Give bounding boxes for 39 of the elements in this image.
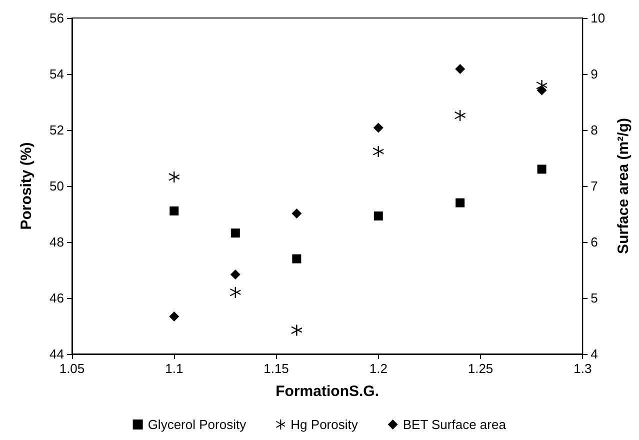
point xyxy=(292,254,302,264)
point xyxy=(537,164,546,174)
legend-label: Glycerol Porosity xyxy=(148,417,247,432)
x-tick-label: 1.25 xyxy=(468,361,494,376)
y-axis-title: Porosity (%) xyxy=(18,142,35,230)
point xyxy=(455,64,466,74)
y-tick-label: 54 xyxy=(50,66,64,82)
x-tick-label: 1.15 xyxy=(264,361,289,376)
point xyxy=(230,269,240,280)
y2-tick-label: 4 xyxy=(590,346,598,362)
x-tick-label: 1.2 xyxy=(369,361,388,376)
y2-tick-label: 5 xyxy=(590,290,598,306)
x-axis-title: FormationS.G. xyxy=(276,383,379,400)
y2-tick-label: 10 xyxy=(590,10,606,26)
x-tick-label: 1.3 xyxy=(574,361,592,376)
legend-label: Hg Porosity xyxy=(290,417,358,432)
y-tick-label: 56 xyxy=(50,10,64,26)
legend-label: BET Surface area xyxy=(402,417,507,432)
y2-tick-label: 8 xyxy=(590,122,598,138)
y-tick-label: 52 xyxy=(50,122,64,138)
point xyxy=(456,198,465,208)
point xyxy=(536,85,547,96)
point xyxy=(291,324,302,336)
point xyxy=(373,122,384,133)
y-tick-label: 46 xyxy=(50,290,64,306)
point xyxy=(169,311,180,322)
y2-tick-label: 6 xyxy=(590,234,598,250)
point xyxy=(292,208,302,218)
y-tick-label: 50 xyxy=(50,178,64,194)
y-tick-label: 44 xyxy=(50,346,64,362)
point xyxy=(170,206,179,216)
point xyxy=(230,228,240,238)
y2-tick-label: 9 xyxy=(590,66,598,82)
y-tick-label: 48 xyxy=(50,234,64,250)
x-tick-label: 1.05 xyxy=(59,361,85,376)
y2-axis-title: Surface area (m²/g) xyxy=(615,118,632,254)
y2-tick-label: 7 xyxy=(590,178,598,194)
point xyxy=(374,211,383,220)
x-tick-label: 1.1 xyxy=(165,361,184,376)
